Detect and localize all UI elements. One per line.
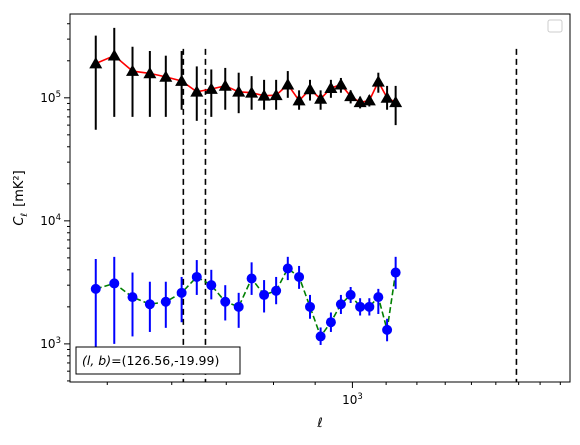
series-2-point xyxy=(305,301,316,312)
x-tick-label: 103 xyxy=(342,392,363,407)
series-1-point xyxy=(175,74,189,86)
legend-box xyxy=(547,19,563,33)
series-2-point xyxy=(271,285,282,296)
series-1-point xyxy=(389,95,403,108)
series-2-point xyxy=(315,331,326,342)
legend xyxy=(547,19,563,33)
series-1-point xyxy=(281,78,295,90)
series-2-point xyxy=(246,273,257,284)
series-2 xyxy=(90,256,401,347)
series-1-point xyxy=(292,94,306,106)
y-tick-label-exp: 3 xyxy=(56,336,61,346)
y-axis-label-sub: ℓ xyxy=(20,213,30,218)
y-axis-label: Cℓ [mK²] xyxy=(12,170,30,225)
label-layer: ℓ Cℓ [mK²] xyxy=(12,170,323,431)
series-1-point xyxy=(204,82,218,94)
series-2-point xyxy=(191,271,202,282)
series-1-point xyxy=(107,49,121,61)
series-2-point xyxy=(109,278,120,289)
series-2-point xyxy=(294,271,305,282)
series-1 xyxy=(89,27,403,130)
plot-data-layer xyxy=(89,27,518,382)
series-2-point xyxy=(373,292,384,303)
annotation-value: =(126.56,-19.99) xyxy=(111,353,219,368)
series-2-point xyxy=(160,296,171,307)
series-2-point xyxy=(259,289,270,300)
series-1-point xyxy=(344,89,358,102)
series-2-point xyxy=(90,283,101,294)
series-2-point xyxy=(127,292,138,303)
series-2-point xyxy=(176,287,187,298)
series-1-point xyxy=(126,64,140,76)
annotation-box: (l, b)=(126.56,-19.99) xyxy=(75,346,241,375)
series-2-point xyxy=(220,296,231,307)
series-2-point xyxy=(233,301,244,312)
y-axis-label-main: C xyxy=(12,216,27,226)
series-1-point xyxy=(143,66,157,79)
series-1-point xyxy=(159,70,173,82)
y-axis-label-unit: [mK²] xyxy=(12,170,27,207)
y-tick-label-exp: 5 xyxy=(56,90,61,100)
series-2-point xyxy=(325,317,336,328)
series-1-point xyxy=(371,75,385,87)
series-1-point xyxy=(257,89,271,101)
series-1-point xyxy=(232,85,246,97)
series-1-point xyxy=(334,78,348,90)
series-2-point xyxy=(335,299,346,310)
annotation-frame xyxy=(75,346,241,375)
series-1-point xyxy=(303,82,317,95)
axes-frame xyxy=(69,13,571,383)
y-tick-label-base: 10 xyxy=(40,214,55,228)
series-1-point xyxy=(245,86,259,98)
series-2-point xyxy=(364,301,375,312)
series-1-point xyxy=(269,88,283,101)
series-1-point xyxy=(190,85,204,97)
series-1-point xyxy=(324,81,338,93)
series-2-point xyxy=(382,324,393,335)
series-1-point xyxy=(218,79,232,91)
series-2-point xyxy=(390,267,401,278)
series-2-point xyxy=(282,263,293,274)
series-2-point xyxy=(144,299,155,310)
y-tick-label-exp: 4 xyxy=(56,213,61,223)
series-1-point xyxy=(380,91,394,103)
x-axis-label: ℓ xyxy=(316,416,322,431)
series-2-point xyxy=(345,289,356,300)
x-tick-label-base: 10 xyxy=(342,393,357,407)
series-1-point xyxy=(353,95,367,108)
series-2-point xyxy=(206,280,217,291)
series-2-point xyxy=(355,301,366,312)
annotation-text: (l, b)=(126.56,-19.99) xyxy=(82,353,219,368)
clipped-data-group xyxy=(89,27,518,382)
annotation-prefix: (l, b) xyxy=(82,353,111,368)
series-1-point xyxy=(362,94,376,106)
series-1-point xyxy=(314,92,328,104)
series-1-point xyxy=(89,57,103,69)
y-tick-label-base: 10 xyxy=(40,337,55,351)
x-tick-label-exp: 3 xyxy=(357,392,362,402)
y-tick-label: 104 xyxy=(40,213,61,228)
y-tick-label: 105 xyxy=(40,90,61,105)
y-tick-label: 103 xyxy=(40,336,61,351)
y-tick-label-base: 10 xyxy=(40,91,55,105)
